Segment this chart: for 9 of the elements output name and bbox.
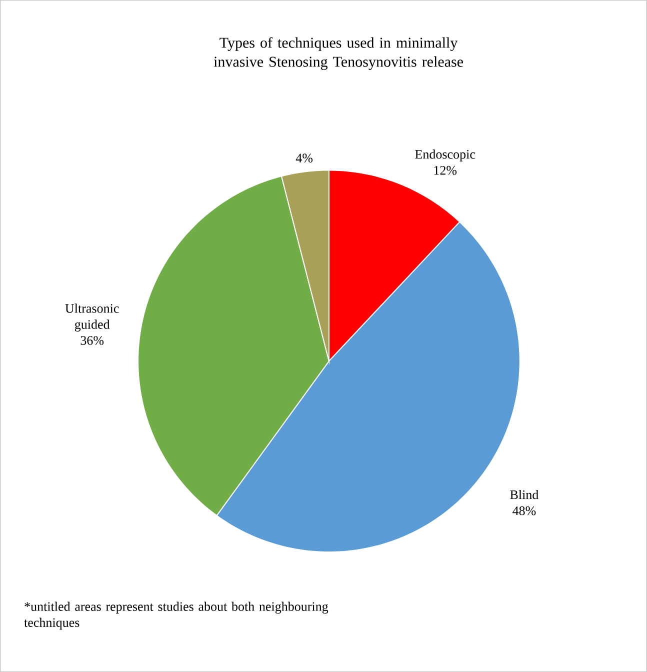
data-label: 48% xyxy=(512,506,536,516)
slice-label: Blind xyxy=(510,490,539,500)
data-label: 4% xyxy=(296,154,313,162)
chart-title: Types of techniques used in minimally invasive Stenosing Tenosynovitis release xyxy=(214,37,464,70)
text: *untitled areas represent studies about both neighbouring techniques xyxy=(24,602,328,630)
data-label: 36% xyxy=(80,336,104,345)
slice-label: Endoscopic xyxy=(415,150,476,162)
data-label: 12% xyxy=(434,166,457,175)
slice-label: Ultrasonic guided xyxy=(65,304,119,332)
